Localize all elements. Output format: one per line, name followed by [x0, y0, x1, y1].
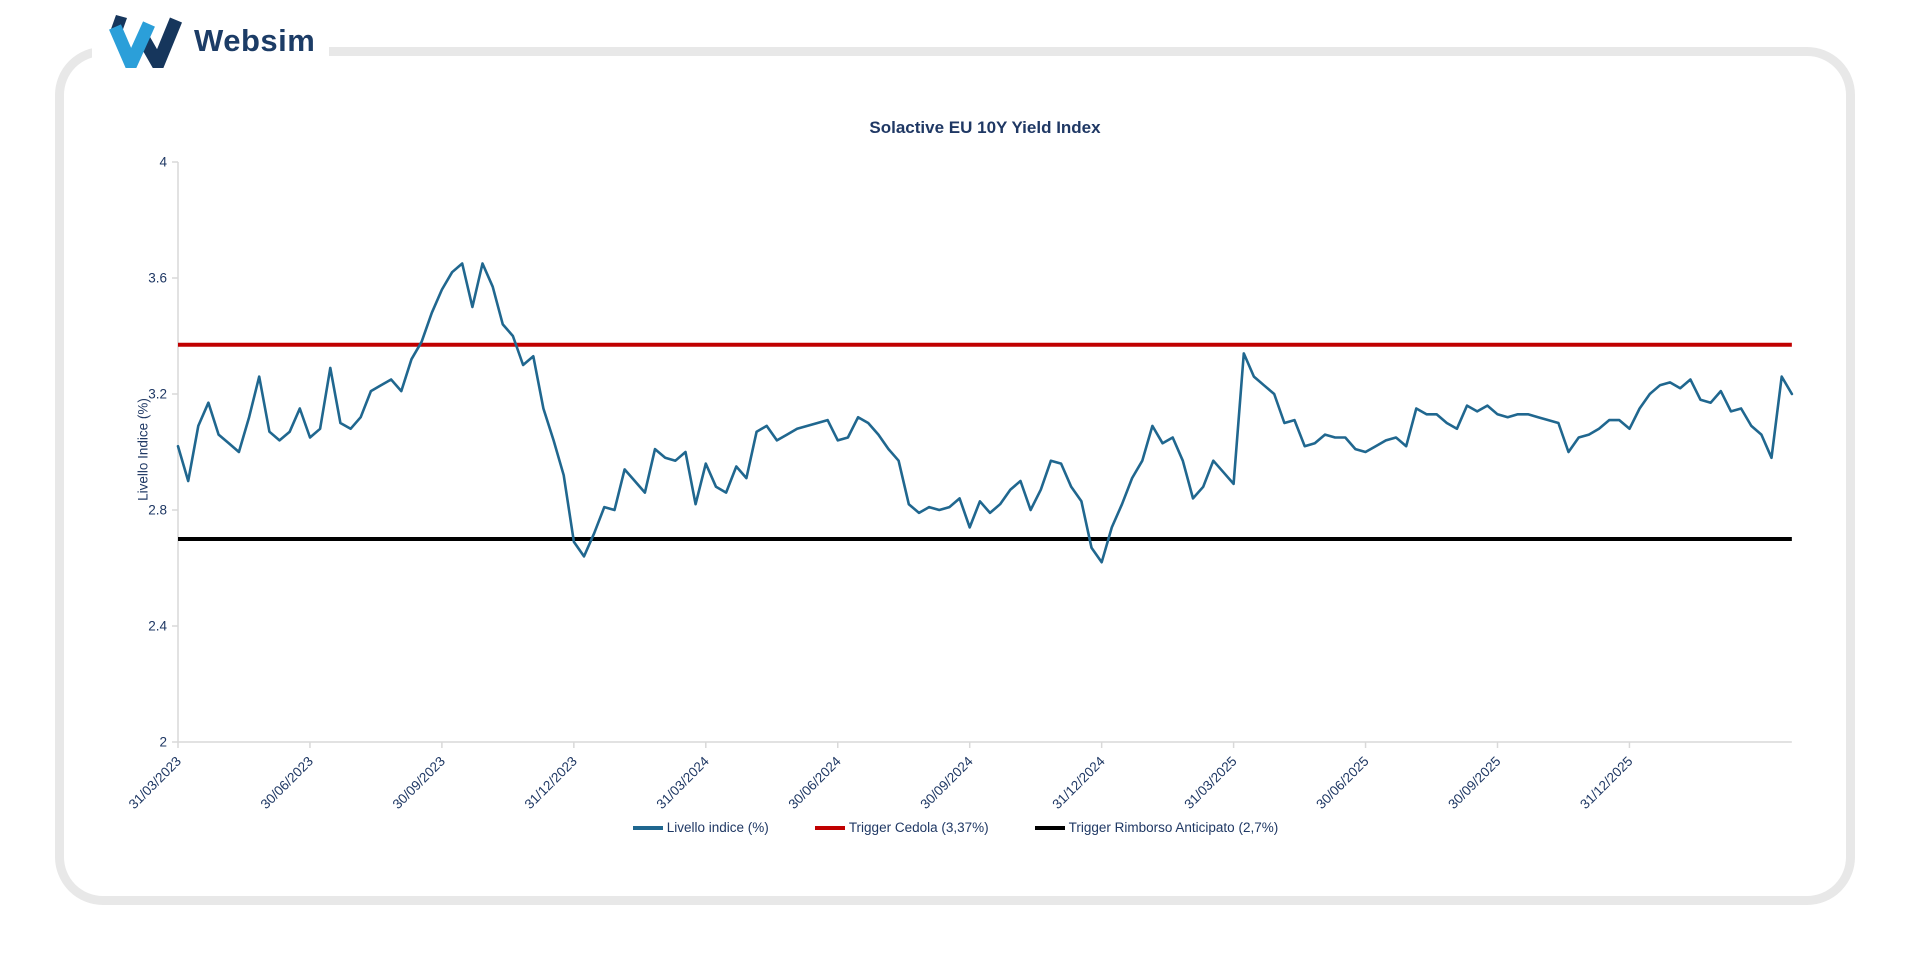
- legend-swatch: [814, 825, 845, 830]
- x-tick-label: 30/09/2025: [1445, 754, 1503, 812]
- x-tick-label: 30/06/2025: [1313, 754, 1371, 812]
- legend-swatch: [632, 825, 663, 830]
- websim-logo: Websim: [92, 14, 330, 68]
- legend-label: Trigger Rimborso Anticipato (2,7%): [1068, 820, 1279, 835]
- x-tick-label: 31/03/2024: [654, 753, 713, 812]
- websim-logo-icon: [109, 15, 182, 68]
- x-tick-label: 31/12/2024: [1049, 753, 1108, 812]
- legend-swatch: [1034, 825, 1065, 830]
- legend-item-trigger-cedola: Trigger Cedola (3,37%): [814, 820, 989, 835]
- y-tick-label: 3.2: [148, 387, 167, 402]
- x-tick-label: 30/06/2024: [785, 753, 844, 812]
- x-tick-label: 31/12/2023: [522, 754, 580, 812]
- y-tick-label: 3.6: [148, 271, 167, 286]
- chart-title: Solactive EU 10Y Yield Index: [869, 118, 1101, 137]
- x-tick-label: 31/03/2025: [1181, 754, 1239, 812]
- chart-svg: 4 3.6 3.2 2.8 2.4 2 31/03/2023 30/06/2023 30/09/…: [126, 155, 1794, 812]
- y-tick-label: 2: [159, 735, 167, 750]
- x-tick-label: 30/09/2023: [390, 754, 448, 812]
- index-line-series: [176, 262, 1794, 564]
- chart-legend: Livello indice (%) Trigger Cedola (3,37%…: [0, 820, 1911, 835]
- x-tick-label: 30/06/2023: [258, 754, 316, 812]
- x-tick-label: 30/09/2024: [917, 753, 976, 812]
- y-tick-label: 2.4: [148, 619, 167, 634]
- x-tick-label: 31/03/2023: [126, 754, 184, 812]
- y-tick-label: 4: [159, 155, 167, 170]
- websim-logo-text: Websim: [194, 23, 316, 58]
- legend-item-livello-indice: Livello indice (%): [632, 820, 769, 835]
- legend-item-trigger-rimborso: Trigger Rimborso Anticipato (2,7%): [1034, 820, 1279, 835]
- x-tick-label: 31/12/2025: [1577, 754, 1635, 812]
- y-axis-label: Livello Indice (%): [135, 398, 151, 501]
- legend-label: Trigger Cedola (3,37%): [848, 820, 989, 835]
- legend-label: Livello indice (%): [666, 820, 769, 835]
- y-tick-label: 2.8: [148, 503, 167, 518]
- report-card: [55, 47, 1855, 905]
